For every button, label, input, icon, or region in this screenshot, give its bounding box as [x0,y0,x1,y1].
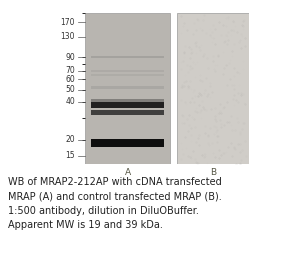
Text: 90: 90 [65,53,75,62]
Bar [91,56,164,58]
Text: 40: 40 [65,97,75,106]
Bar [91,99,164,102]
Text: 70: 70 [65,67,75,76]
Text: A: A [125,168,131,177]
Bar [91,110,164,115]
Text: 60: 60 [65,75,75,84]
Text: 130: 130 [61,32,75,41]
Bar [91,74,164,76]
Bar [91,102,164,108]
Text: 20: 20 [65,135,75,144]
Text: 15: 15 [65,151,75,160]
Text: WB of MRAP2-212AP with cDNA transfected
MRAP (A) and control transfected MRAP (B: WB of MRAP2-212AP with cDNA transfected … [8,177,222,230]
Bar [91,70,164,72]
Bar [91,139,164,147]
Text: 170: 170 [61,18,75,27]
Bar [85,13,170,164]
Text: 50: 50 [65,85,75,94]
Bar [177,13,249,164]
Text: B: B [210,168,216,177]
Bar [91,86,164,89]
